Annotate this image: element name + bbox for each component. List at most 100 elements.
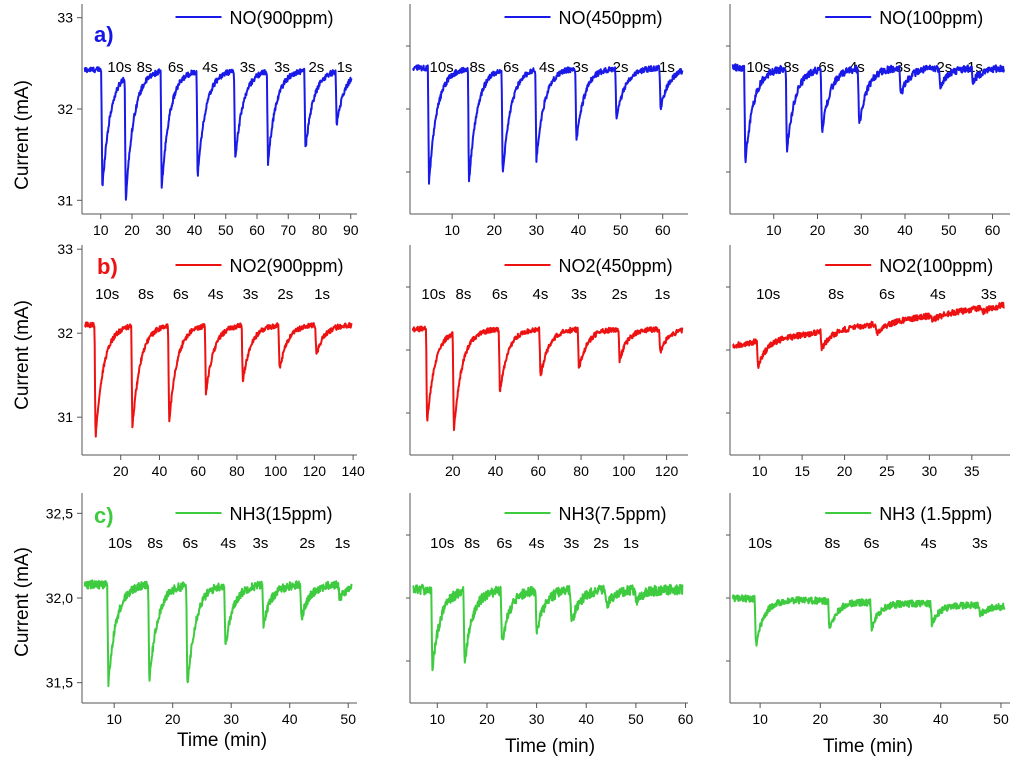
panel-b3-pulse-label: 3s xyxy=(981,286,997,303)
panel-c1: 10 20 30 40 50 31,5 32,0 32,5 NH3(15ppm) 10s 8s 6s 4… xyxy=(46,493,357,727)
panel-a2-pulse-label: 8s xyxy=(469,59,485,76)
panel-b3-series-line xyxy=(732,301,1005,369)
panel-c2-pulse-label: 2s xyxy=(593,535,609,552)
panel-c1-x-tick-label: 50 xyxy=(340,711,356,727)
panel-a1-x-tick-label: 90 xyxy=(343,222,359,238)
panel-a1-pulse-label: 1s xyxy=(337,59,353,76)
panel-b3-x-tick-label: 20 xyxy=(837,463,853,479)
panel-c3-pulse-label: 10s xyxy=(748,535,772,552)
panel-a1-pulse-label: 6s xyxy=(168,59,184,76)
panel-b1-legend-label: NO2(900ppm) xyxy=(230,256,344,276)
panel-b2-x-tick-label: 120 xyxy=(655,463,679,479)
panel-c2-series-line xyxy=(412,583,684,672)
panel-c1-pulse-label: 3s xyxy=(253,535,269,552)
panel-c1-pulse-label: 6s xyxy=(182,535,198,552)
panel-c1-y-tick-label: 31,5 xyxy=(46,675,73,691)
panel-b1-x-tick-label: 100 xyxy=(264,463,288,479)
panel-b2-x-tick-label: 20 xyxy=(445,463,461,479)
panel-b3-x-tick-label: 25 xyxy=(879,463,895,479)
panel-b1-y-tick-label: 32 xyxy=(57,325,73,341)
panel-c3-legend-label: NH3 (1.5ppm) xyxy=(879,504,992,524)
panel-b1-x-tick-label: 140 xyxy=(341,463,365,479)
panel-c3-x-tick-label: 10 xyxy=(752,711,768,727)
panel-b3-pulse-label: 8s xyxy=(828,286,844,303)
panel-a3-x-tick-label: 50 xyxy=(941,222,957,238)
panel-b2-legend-label: NO2(450ppm) xyxy=(559,256,673,276)
panel-c3-pulse-label: 8s xyxy=(824,535,840,552)
panel-b3-x-tick-label: 15 xyxy=(794,463,810,479)
row-label-c: c) xyxy=(94,503,114,528)
panel-c1-x-tick-label: 20 xyxy=(165,711,181,727)
row-label-b: b) xyxy=(97,254,118,279)
panel-c3-pulse-label: 4s xyxy=(921,535,937,552)
panel-b1-x-tick-label: 80 xyxy=(229,463,245,479)
panel-a3-pulse-label: 8s xyxy=(783,59,799,76)
panel-c1-y-tick-label: 32,0 xyxy=(46,590,73,606)
panel-b2-pulse-label: 2s xyxy=(612,286,628,303)
panel-a2-legend-label: NO(450ppm) xyxy=(559,8,663,28)
panel-a2-x-tick-label: 60 xyxy=(655,222,671,238)
panel-c3-pulse-label: 6s xyxy=(864,535,880,552)
panel-a1: 10 20 30 40 50 60 70 80 90 31 32 33 NO(900ppm) 10s 8s 6… xyxy=(57,4,359,238)
panel-a3-x-tick-label: 20 xyxy=(810,222,826,238)
panel-c3-x-tick-label: 30 xyxy=(873,711,889,727)
panel-c3-pulse-label: 3s xyxy=(972,535,988,552)
panel-b2-series-line xyxy=(411,325,684,432)
panel-c2: 10 20 30 40 50 60 NH3(7.5ppm) 10s 8s 6s 4s 3s 2s 1s xyxy=(406,493,694,727)
panel-a1-x-tick-label: 50 xyxy=(218,222,234,238)
panel-c2-x-tick-label: 40 xyxy=(578,711,594,727)
panel-b1-x-tick-label: 120 xyxy=(303,463,327,479)
panel-c1-x-tick-label: 10 xyxy=(106,711,122,727)
panel-c1-pulse-label: 8s xyxy=(147,535,163,552)
panel-a3-legend-label: NO(100ppm) xyxy=(879,8,983,28)
panel-c1-pulse-label: 2s xyxy=(299,535,315,552)
panel-b1-y-tick-label: 33 xyxy=(57,241,73,257)
panel-b1-y-tick-label: 31 xyxy=(57,409,73,425)
panel-a2-x-tick-label: 10 xyxy=(444,222,460,238)
panel-a1-legend-label: NO(900ppm) xyxy=(230,8,334,28)
panel-a1-pulse-label: 3s xyxy=(240,59,256,76)
panel-c3-x-tick-label: 40 xyxy=(933,711,949,727)
panel-b2-pulse-label: 1s xyxy=(654,286,670,303)
panel-a1-x-tick-label: 70 xyxy=(280,222,296,238)
panel-c2-pulse-label: 6s xyxy=(496,535,512,552)
panel-b3-pulse-label: 10s xyxy=(756,286,780,303)
panel-b3: 10 15 20 25 30 35 NO2(100ppm) 10s 8s 6s 4s 3s xyxy=(726,245,1010,479)
panel-b2: 20 40 60 80 100 120 NO2(450ppm) 10s 8s 6s 4s 3s 2s 1s xyxy=(406,245,688,479)
panel-a2-x-tick-label: 40 xyxy=(571,222,587,238)
panel-a1-x-tick-label: 80 xyxy=(312,222,328,238)
panel-b3-pulse-label: 4s xyxy=(930,286,946,303)
panel-a1-y-tick-label: 33 xyxy=(57,10,73,26)
panel-a1-pulse-label: 2s xyxy=(308,59,324,76)
panel-b1-pulse-label: 3s xyxy=(243,286,259,303)
panel-b1-pulse-label: 4s xyxy=(208,286,224,303)
panel-c2-x-tick-label: 60 xyxy=(678,711,694,727)
panel-c2-x-tick-label: 50 xyxy=(628,711,644,727)
panel-b2-pulse-label: 6s xyxy=(492,286,508,303)
panel-b2-x-tick-label: 80 xyxy=(573,463,589,479)
panel-a3-series-line xyxy=(731,63,1005,164)
panel-b1-pulse-label: 2s xyxy=(277,286,293,303)
panel-a3-x-tick-label: 30 xyxy=(853,222,869,238)
panel-a1-pulse-label: 8s xyxy=(137,59,153,76)
panel-a2-x-tick-label: 50 xyxy=(613,222,629,238)
panel-b2-pulse-label: 10s xyxy=(421,286,445,303)
panel-c1-pulse-label: 10s xyxy=(108,535,132,552)
panel-a3-x-tick-label: 40 xyxy=(897,222,913,238)
panel-a2-pulse-label: 3s xyxy=(573,59,589,76)
panel-c1-y-tick-label: 32,5 xyxy=(46,505,73,521)
panel-a1-x-tick-label: 20 xyxy=(124,222,140,238)
panel-a1-y-tick-label: 31 xyxy=(57,192,73,208)
panel-b1-x-tick-label: 20 xyxy=(113,463,129,479)
panel-c1-pulse-label: 4s xyxy=(220,535,236,552)
panel-c2-pulse-label: 1s xyxy=(623,535,639,552)
panel-b2-pulse-label: 3s xyxy=(571,286,587,303)
panel-b1: 20 40 60 80 100 120 140 31 32 33 NO2(900ppm) 10s 8s 6… xyxy=(57,241,365,479)
panel-a3-pulse-label: 10s xyxy=(746,59,770,76)
panels-group: 10 20 30 40 50 60 70 80 90 31 32 33 NO(900ppm) 10s 8s 6… xyxy=(46,4,1010,727)
panel-a2-x-tick-label: 30 xyxy=(529,222,545,238)
panel-a1-series-line xyxy=(83,66,353,201)
panel-a1-x-tick-label: 60 xyxy=(249,222,265,238)
